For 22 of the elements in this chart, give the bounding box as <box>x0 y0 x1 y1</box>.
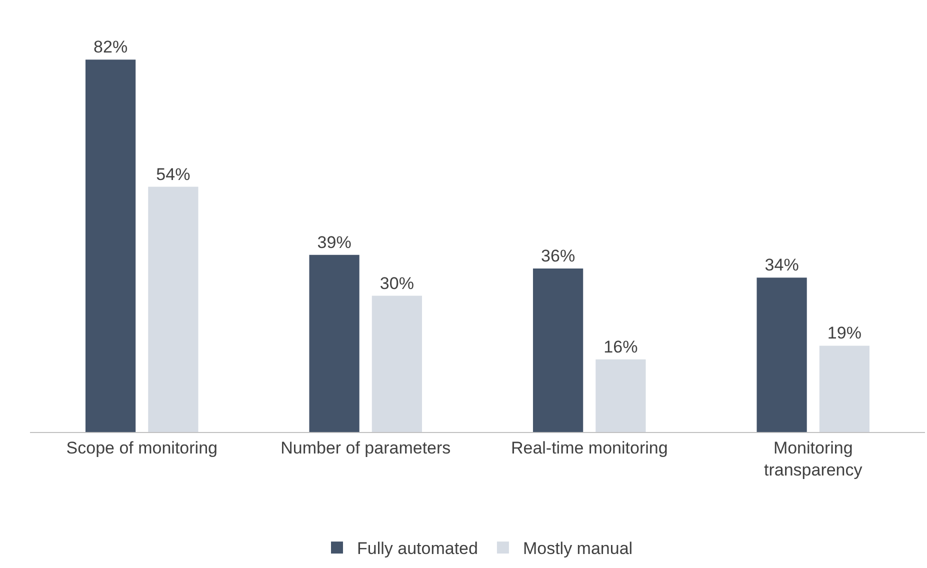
x-tick-label: Scope of monitoring <box>66 438 218 458</box>
legend-label: Mostly manual <box>522 539 633 558</box>
x-tick-label: Real-time monitoring <box>510 438 668 458</box>
bar <box>532 268 584 432</box>
bar <box>148 186 198 432</box>
data-label: 82% <box>94 38 128 57</box>
bar <box>596 359 646 432</box>
data-label: 34% <box>764 256 799 275</box>
bar <box>372 296 422 432</box>
data-label: 19% <box>827 324 862 343</box>
bar <box>309 254 360 432</box>
bar <box>85 60 136 432</box>
data-label: 54% <box>156 164 190 184</box>
x-tick-label: Monitoring transparency <box>764 438 863 480</box>
bar <box>756 278 807 432</box>
legend-label: Fully automated <box>357 539 478 558</box>
bar <box>819 346 870 432</box>
x-tick-label: Number of parameters <box>280 438 451 458</box>
data-label: 39% <box>317 232 352 252</box>
data-label: 30% <box>380 274 414 293</box>
data-label: 36% <box>541 246 576 266</box>
data-label: 16% <box>604 337 638 356</box>
